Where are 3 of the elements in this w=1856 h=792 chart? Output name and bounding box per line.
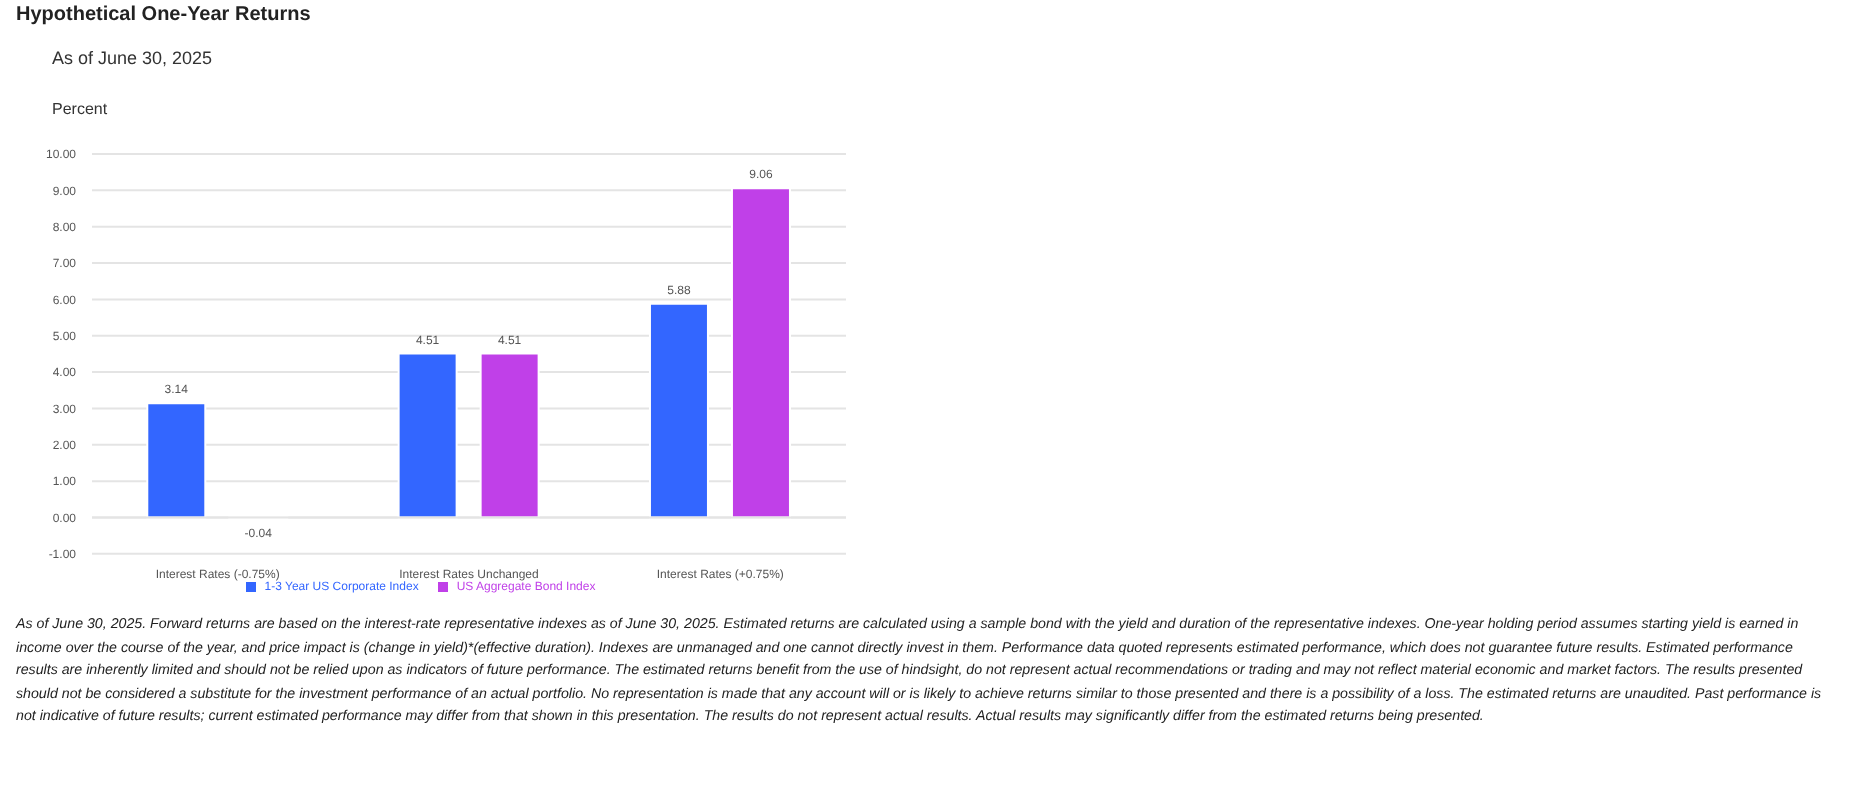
y-axis-title: Percent bbox=[50, 100, 110, 122]
chart-subtitle: As of June 30, 2025 bbox=[50, 48, 215, 72]
chart-title: Hypothetical One-Year Returns bbox=[16, 4, 313, 30]
